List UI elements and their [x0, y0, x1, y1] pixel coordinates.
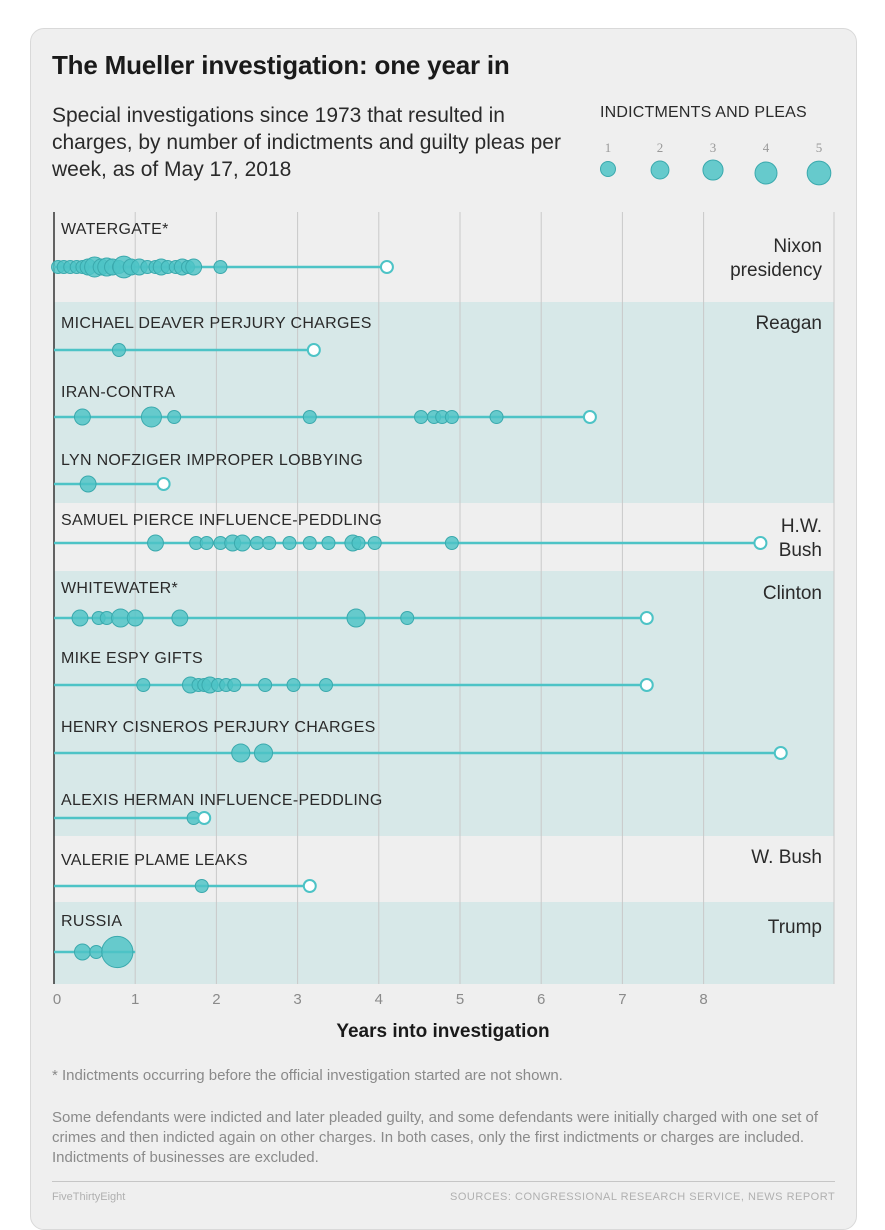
indictment-bubble [140, 406, 162, 428]
investigation-timeline-chart: 0 1 2 3 4 5 6 7 8 Years into investigation Nixon pr… [51, 140, 835, 1042]
indictment-bubble [253, 743, 274, 763]
president-label: Trump [768, 917, 822, 938]
method-note: Some defendants were indicted and later … [52, 1109, 819, 1166]
size-legend-bubble-2 [650, 160, 670, 180]
indictment-bubble [489, 410, 504, 424]
indictment-bubble [167, 410, 182, 424]
indictment-bubble [414, 410, 429, 424]
x-tick-label-0: 0 [53, 991, 61, 1008]
size-legend-title: INDICTMENTS AND PLEAS [600, 104, 807, 121]
indictment-bubble [282, 536, 297, 550]
indictment-bubble [199, 536, 214, 550]
indictment-bubble [302, 536, 317, 550]
indictment-bubble [346, 608, 366, 628]
president-band-1 [54, 302, 834, 503]
investigation-label: SAMUEL PIERCE INFLUENCE-PEDDLING [61, 512, 382, 529]
indictment-bubble [302, 410, 317, 424]
president-label: Nixon presidency [730, 236, 822, 281]
size-legend-label-4: 4 [763, 140, 770, 155]
chart-title: The Mueller investigation: one year in [52, 50, 510, 80]
footer-credit: FiveThirtyEight [52, 1191, 126, 1203]
indictment-bubble [185, 258, 203, 276]
x-tick-label-4: 4 [375, 991, 383, 1008]
indictment-bubble [194, 879, 209, 893]
investigation-label: VALERIE PLAME LEAKS [61, 852, 248, 869]
indictment-bubble [444, 536, 459, 550]
size-legend-bubble-3 [702, 159, 724, 181]
indictment-bubble [400, 611, 415, 625]
indictment-bubble [73, 408, 91, 426]
investigation-end-marker [306, 343, 321, 357]
chart-subtitle: Special investigations since 1973 that r… [52, 104, 561, 181]
x-tick-label-6: 6 [537, 991, 545, 1008]
indictment-bubble [319, 678, 334, 692]
president-label: Clinton [763, 583, 822, 604]
x-axis-label: Years into investigation [336, 1021, 549, 1042]
investigation-label: RUSSIA [61, 913, 122, 930]
x-tick-label-2: 2 [212, 991, 220, 1008]
indictment-bubble [71, 609, 89, 627]
president-label: W. Bush [751, 847, 822, 868]
indictment-bubble [73, 943, 91, 961]
x-tick-label-5: 5 [456, 991, 464, 1008]
investigation-end-marker [302, 879, 317, 893]
indictment-bubble [321, 536, 336, 550]
asterisk-note: * Indictments occurring before the offic… [52, 1067, 563, 1084]
investigation-label: ALEXIS HERMAN INFLUENCE-PEDDLING [61, 792, 383, 809]
indictment-bubble [126, 609, 144, 627]
investigation-label: MICHAEL DEAVER PERJURY CHARGES [61, 315, 372, 332]
indictment-bubble [231, 743, 251, 763]
size-legend-bubble-5 [806, 160, 832, 186]
investigation-end-marker [753, 536, 768, 550]
x-tick-label-8: 8 [699, 991, 707, 1008]
investigation-end-marker [582, 410, 597, 424]
indictment-bubble [136, 678, 151, 692]
investigation-label: MIKE ESPY GIFTS [61, 650, 203, 667]
x-tick-label-3: 3 [293, 991, 301, 1008]
indictment-bubble [351, 536, 366, 550]
indictment-bubble [79, 475, 97, 493]
indictment-bubble [250, 536, 264, 550]
investigation-end-marker [639, 611, 654, 625]
indictment-bubble [101, 935, 134, 969]
size-legend-label-3: 3 [710, 140, 717, 155]
investigation-end-marker [639, 678, 654, 692]
indictment-bubble [111, 343, 126, 357]
investigation-label: LYN NOFZIGER IMPROPER LOBBYING [61, 452, 363, 469]
indictment-bubble [147, 534, 164, 552]
size-legend-label-5: 5 [816, 140, 823, 155]
investigation-end-marker [197, 811, 212, 825]
indictment-bubble [286, 678, 301, 692]
indictment-bubble [89, 945, 104, 959]
indictment-bubble [227, 678, 242, 692]
size-legend-label-1: 1 [605, 140, 612, 155]
size-legend-bubble-4 [754, 161, 778, 185]
x-tick-label-1: 1 [131, 991, 139, 1008]
indictment-bubble [258, 678, 273, 692]
investigation-label: WHITEWATER* [61, 580, 178, 597]
indictment-bubble [262, 536, 277, 550]
size-legend-bubble-1 [600, 161, 616, 177]
footer-divider [52, 1181, 835, 1182]
size-legend-label-2: 2 [657, 140, 664, 155]
indictment-bubble [213, 260, 228, 274]
x-tick-label-7: 7 [618, 991, 626, 1008]
investigation-label: WATERGATE* [61, 221, 169, 238]
investigation-end-marker [379, 260, 394, 274]
indictment-bubble [367, 536, 382, 550]
footer-source: SOURCES: CONGRESSIONAL RESEARCH SERVICE,… [450, 1191, 835, 1203]
investigation-end-marker [773, 746, 788, 760]
indictment-bubble [171, 609, 189, 627]
investigation-end-marker [156, 477, 171, 491]
president-label: Reagan [755, 313, 822, 334]
president-label: H.W. Bush [779, 516, 822, 561]
indictment-bubble [444, 410, 459, 424]
president-band-5 [54, 902, 834, 984]
investigation-label: HENRY CISNEROS PERJURY CHARGES [61, 719, 376, 736]
investigation-label: IRAN-CONTRA [61, 384, 175, 401]
indictment-bubble [233, 534, 251, 552]
